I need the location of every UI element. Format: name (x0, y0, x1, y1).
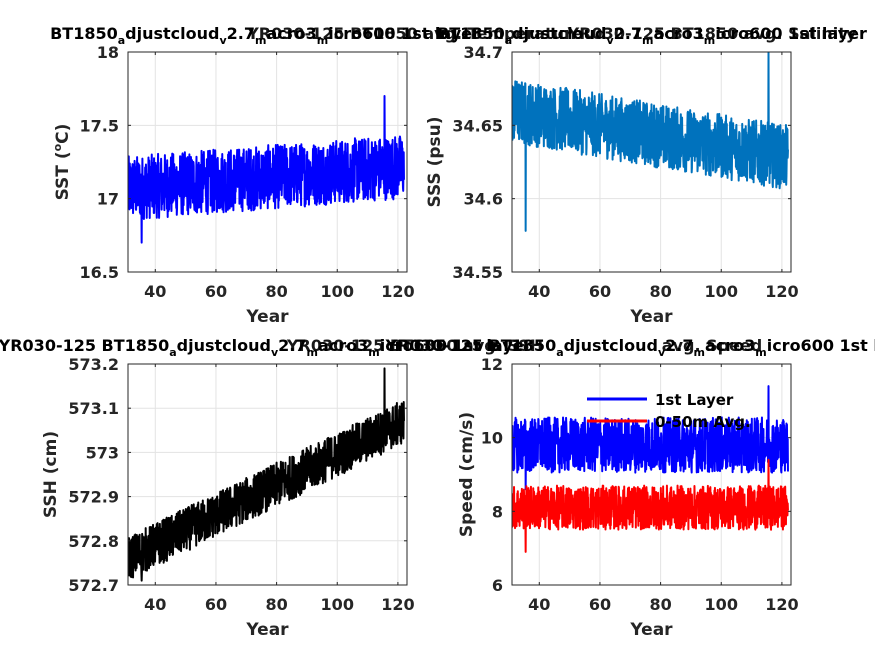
x-tick-label: 100 (321, 282, 354, 301)
y-tick-label: 572.9 (68, 488, 119, 507)
chart-title-overlay: avg. Speed (662, 336, 762, 355)
y-tick-label: 34.7 (464, 43, 503, 62)
x-tick-label: 60 (589, 595, 611, 614)
x-tick-label: 120 (765, 282, 798, 301)
y-axis-label: SST (oC) (51, 124, 73, 201)
x-tick-label: 100 (705, 282, 738, 301)
y-tick-label: 10 (481, 429, 503, 448)
y-tick-label: 12 (481, 355, 503, 374)
x-tick-label: 80 (649, 595, 671, 614)
chart-title-overlay: YR030-125 BT1850 avg. Salinity (567, 24, 857, 43)
x-tick-label: 80 (649, 282, 671, 301)
legend-label: 1st Layer (655, 391, 734, 409)
chart-panel-2: 40 60 80 100 120 34.55 34.6 34.65 34.7 Year SSS (p… (425, 24, 867, 327)
legend: 1st Layer 0-50m Avg. (587, 391, 751, 431)
y-tick-label: 16.5 (80, 263, 119, 282)
chart-title: BT1850adjustcloudv2.7macro3micro600 1st … (437, 24, 867, 47)
x-tick-label: 80 (265, 595, 287, 614)
y-tick-label: 17 (97, 190, 119, 209)
chart-title: YR030-125 BT1850adjustcloudv2.7macro3mic… (0, 336, 531, 359)
y-tick-label: 34.6 (464, 190, 503, 209)
chart-title-overlay: YR030-125 BT1850 avg. SSH (286, 336, 543, 355)
x-axis-label: Year (629, 620, 673, 640)
y-axis-label: SSS (psu) (425, 116, 445, 207)
x-tick-label: 120 (381, 282, 414, 301)
x-tick-label: 120 (765, 595, 798, 614)
y-tick-label: 573.1 (68, 399, 119, 418)
x-tick-label: 120 (381, 595, 414, 614)
y-tick-label: 572.7 (68, 576, 119, 595)
chart-title: YR030-125 BT1850adjustcloudv2.7macro3mic… (385, 336, 875, 359)
y-tick-label: 6 (492, 576, 503, 595)
x-tick-label: 100 (321, 595, 354, 614)
y-tick-label: 8 (492, 502, 503, 521)
series-line-1 (512, 52, 789, 232)
y-tick-label: 34.65 (452, 116, 503, 135)
chart-title: BT1850adjustcloudv2.7macro3micro600 1st … (50, 24, 480, 47)
x-tick-label: 100 (705, 595, 738, 614)
y-tick-label: 34.55 (452, 263, 503, 282)
chart-panel-1: 40 60 80 100 120 16.5 17 17.5 18 Year SST (oC) BT18… (50, 24, 583, 327)
y-axis-label: SSH (cm) (41, 431, 61, 518)
x-tick-label: 60 (205, 282, 227, 301)
series-line-1 (128, 95, 405, 244)
x-tick-label: 40 (528, 282, 550, 301)
series-line-2 (512, 458, 789, 553)
x-tick-label: 40 (144, 595, 166, 614)
x-tick-label: 40 (528, 595, 550, 614)
x-tick-label: 60 (205, 595, 227, 614)
y-tick-label: 573 (86, 443, 119, 462)
x-tick-label: 80 (265, 282, 287, 301)
chart-panel-4: 40 60 80 100 120 6 8 10 12 Year Speed (cm/s) YR030-… (385, 336, 875, 640)
series-line-1 (512, 385, 789, 491)
chart-title-overlay: YR030-125 BT1850 avg. Temperature (246, 24, 583, 43)
axes-box (511, 363, 792, 586)
axes-box (127, 363, 408, 586)
plot-area (512, 364, 791, 585)
y-tick-label: 573.2 (68, 355, 119, 374)
y-tick-label: 572.8 (68, 532, 119, 551)
x-tick-label: 60 (589, 282, 611, 301)
x-axis-label: Year (245, 307, 289, 327)
x-axis-label: Year (245, 620, 289, 640)
x-axis-label: Year (629, 307, 673, 327)
y-tick-label: 18 (97, 43, 119, 62)
axes-box (511, 51, 792, 273)
series-line-1 (128, 367, 405, 582)
x-tick-label: 40 (144, 282, 166, 301)
legend-label: 0-50m Avg. (655, 413, 751, 431)
y-tick-label: 17.5 (80, 116, 119, 135)
axes-box (127, 51, 408, 273)
y-axis-label: Speed (cm/s) (457, 412, 477, 537)
chart-panel-3: 40 60 80 100 120 572.7 572.8 572.9 573 573.1 573.2… (0, 336, 543, 640)
